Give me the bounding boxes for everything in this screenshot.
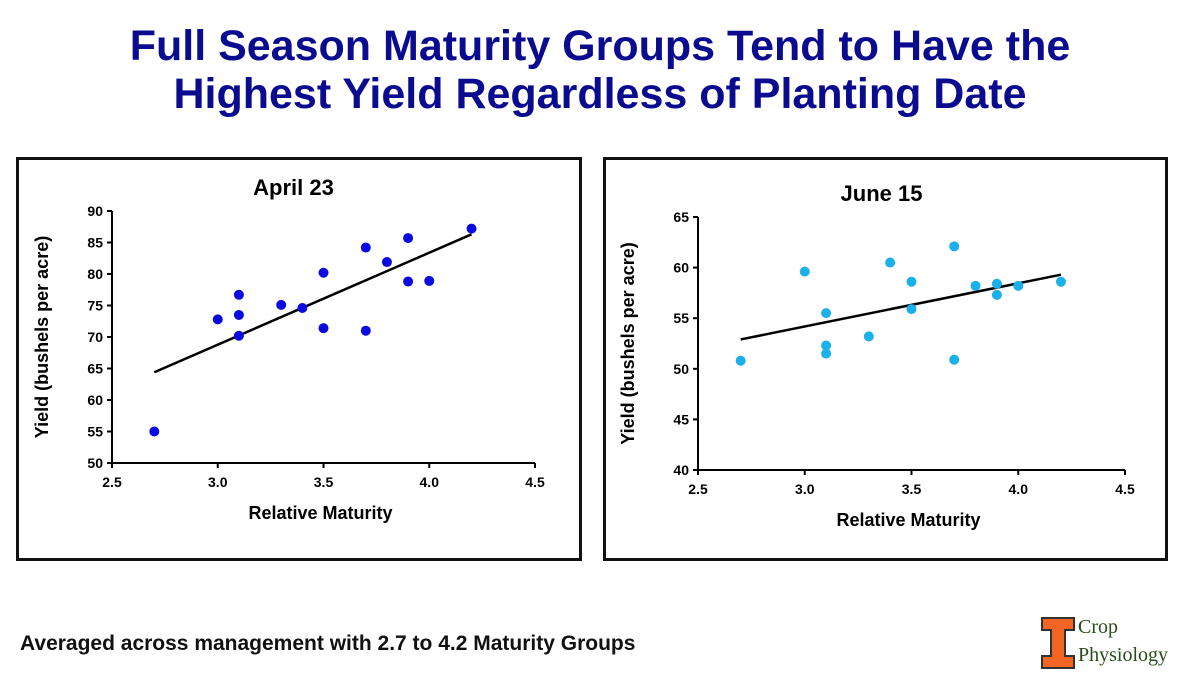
data-point bbox=[1055, 276, 1066, 287]
data-point bbox=[233, 309, 244, 320]
y-tick-label: 85 bbox=[87, 235, 103, 251]
page-title-line2: Highest Yield Regardless of Planting Dat… bbox=[173, 70, 1027, 118]
trendline bbox=[740, 273, 1062, 341]
data-point bbox=[821, 348, 832, 359]
x-tick-label: 3.0 bbox=[795, 481, 815, 497]
y-tick-label: 50 bbox=[673, 361, 689, 377]
data-point bbox=[212, 314, 223, 325]
data-point bbox=[906, 304, 917, 315]
x-tick-label: 2.5 bbox=[102, 474, 122, 490]
data-point bbox=[991, 289, 1002, 300]
data-point bbox=[949, 241, 960, 252]
chart-june-15: June 15 40 45 50 55 60 65 2.5 3.0 3.5 4.0 4.5 Relati… bbox=[603, 157, 1168, 561]
data-point bbox=[949, 354, 960, 365]
data-point bbox=[424, 275, 435, 286]
x-axis-label: Relative Maturity bbox=[248, 503, 392, 523]
data-point bbox=[233, 289, 244, 300]
data-point bbox=[1013, 280, 1024, 291]
data-point bbox=[970, 280, 981, 291]
data-point bbox=[885, 257, 896, 268]
y-tick-label: 60 bbox=[673, 260, 689, 276]
data-point bbox=[149, 426, 160, 437]
illinois-i-logo-icon bbox=[1041, 617, 1075, 669]
data-point bbox=[276, 299, 287, 310]
data-point bbox=[297, 303, 308, 314]
footer-note: Averaged across management with 2.7 to 4… bbox=[20, 632, 636, 655]
data-point bbox=[360, 325, 371, 336]
data-point bbox=[821, 308, 832, 319]
data-point bbox=[799, 266, 810, 277]
data-point bbox=[360, 242, 371, 253]
chart-title: June 15 bbox=[841, 181, 923, 206]
chart-april-23-svg: April 23 50 55 60 65 70 75 80 85 90 2.5 3.0 3.5 4.0 4.… bbox=[32, 175, 545, 523]
y-tick-label: 50 bbox=[87, 455, 103, 471]
y-tick-label: 45 bbox=[673, 411, 689, 427]
y-tick-label: 55 bbox=[87, 424, 103, 440]
y-tick-label: 65 bbox=[673, 209, 689, 225]
logo-text-physiology: Physiology bbox=[1078, 644, 1169, 666]
x-tick-label: 4.5 bbox=[525, 474, 545, 490]
data-point bbox=[403, 233, 414, 244]
data-point bbox=[821, 340, 832, 351]
y-tick-label: 70 bbox=[87, 329, 103, 345]
data-point bbox=[233, 330, 244, 341]
y-tick-label: 40 bbox=[673, 462, 689, 478]
x-tick-label: 4.5 bbox=[1115, 481, 1135, 497]
x-tick-label: 2.5 bbox=[688, 481, 708, 497]
y-tick-label: 75 bbox=[87, 298, 103, 314]
chart-title: April 23 bbox=[253, 175, 334, 200]
page-title-line1: Full Season Maturity Groups Tend to Have… bbox=[129, 22, 1071, 70]
x-tick-label: 4.0 bbox=[420, 474, 440, 490]
y-tick-label: 60 bbox=[87, 392, 103, 408]
x-axis-label: Relative Maturity bbox=[836, 510, 980, 530]
crop-physiology-logo: Crop Physiology bbox=[1040, 612, 1190, 672]
data-point bbox=[466, 223, 477, 234]
data-point bbox=[735, 355, 746, 366]
x-tick-label: 4.0 bbox=[1009, 481, 1029, 497]
chart-june-15-svg: June 15 40 45 50 55 60 65 2.5 3.0 3.5 4.0 4.5 Relati… bbox=[618, 181, 1135, 530]
x-tick-label: 3.5 bbox=[902, 481, 922, 497]
data-point bbox=[318, 323, 329, 334]
y-tick-label: 65 bbox=[87, 361, 103, 377]
data-point bbox=[906, 276, 917, 287]
data-point bbox=[381, 257, 392, 268]
data-point bbox=[991, 278, 1002, 289]
y-tick-label: 90 bbox=[87, 203, 103, 219]
y-tick-label: 55 bbox=[673, 310, 689, 326]
y-axis-label: Yield (bushels per acre) bbox=[32, 236, 52, 438]
data-point bbox=[318, 267, 329, 278]
trendline bbox=[153, 233, 473, 374]
logo-text-crop: Crop bbox=[1078, 616, 1118, 638]
x-tick-label: 3.0 bbox=[208, 474, 228, 490]
y-tick-label: 80 bbox=[87, 266, 103, 282]
data-point bbox=[863, 331, 874, 342]
x-tick-label: 3.5 bbox=[314, 474, 334, 490]
chart-april-23: April 23 50 55 60 65 70 75 80 85 90 2.5 3.0 3.5 4.0 4.… bbox=[16, 157, 582, 561]
y-axis-label: Yield (bushels per acre) bbox=[618, 242, 638, 444]
data-point bbox=[403, 276, 414, 287]
